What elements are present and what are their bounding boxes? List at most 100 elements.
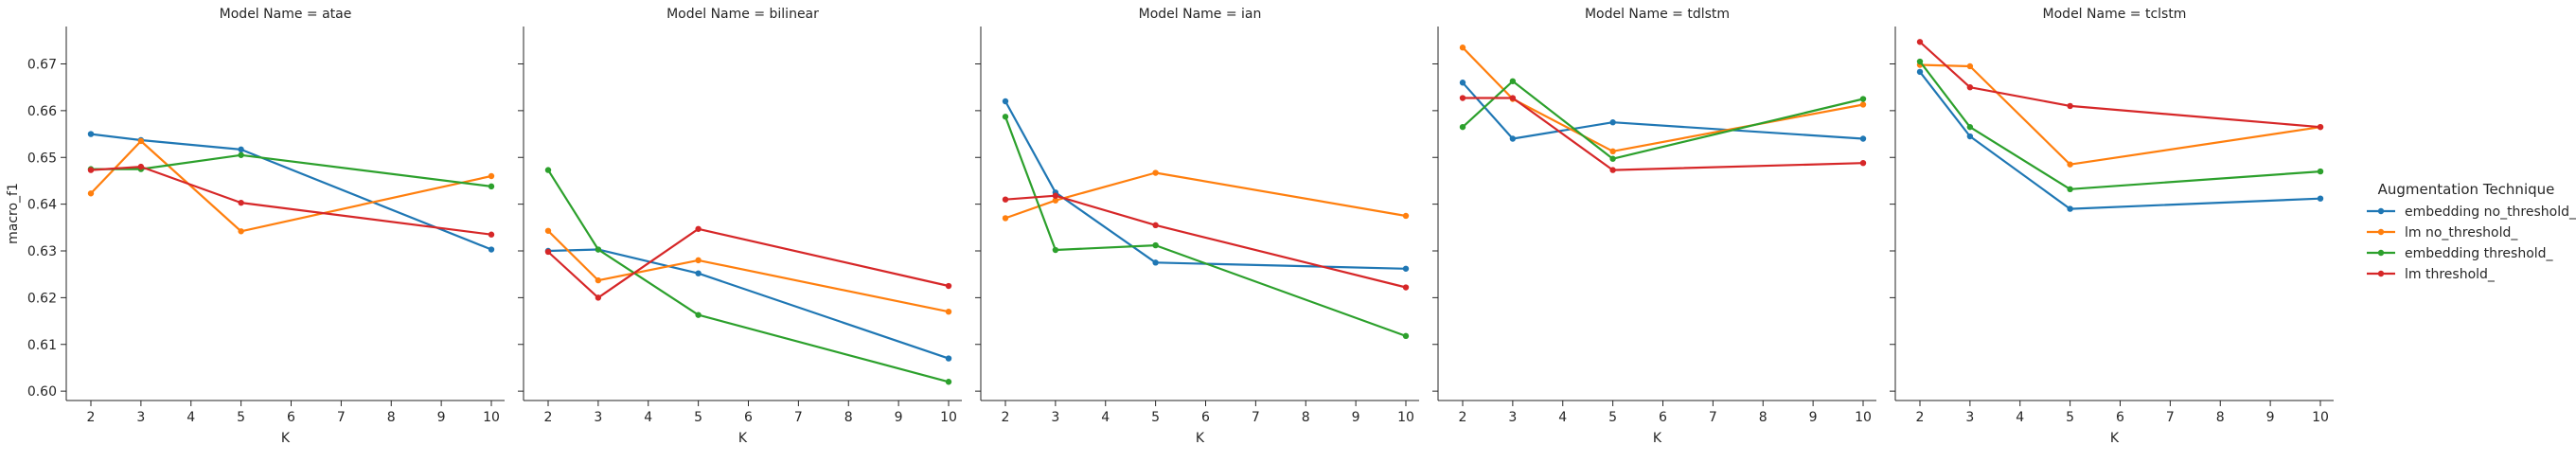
series-line-3 (547, 169, 950, 383)
data-point (1152, 169, 1159, 176)
data-point (1966, 133, 1974, 140)
legend-marker-2 (2377, 228, 2385, 236)
x-tick-label: 5 (2066, 410, 2074, 425)
data-point (2317, 123, 2324, 131)
series-line-2 (1919, 63, 2321, 166)
data-point (1459, 123, 1466, 131)
panel-title-2: Model Name = bilinear (666, 7, 819, 22)
data-point (945, 282, 952, 290)
series-line-4 (1004, 194, 1407, 289)
data-point (137, 137, 145, 145)
data-point (2067, 186, 2073, 193)
x-tick-label: 9 (895, 410, 903, 425)
legend-label-3: embedding threshold_ (2405, 246, 2554, 261)
x-tick-label: 7 (1252, 410, 1260, 425)
data-point (945, 379, 952, 385)
x-axis-label-3: K (1196, 431, 1205, 446)
data-point (87, 131, 95, 137)
data-point (544, 227, 552, 234)
data-point (2067, 161, 2073, 168)
data-point (945, 355, 952, 362)
data-point (1609, 148, 1616, 155)
data-point (1966, 123, 1974, 131)
data-point (1609, 155, 1616, 162)
data-point (1002, 196, 1009, 203)
x-tick-label: 6 (1659, 410, 1667, 425)
data-point (1609, 119, 1616, 126)
legend-marker-4 (2377, 270, 2385, 277)
data-point (1459, 95, 1466, 101)
data-point (1402, 212, 1410, 220)
x-tick-label: 6 (2116, 410, 2124, 425)
x-tick-label: 6 (287, 410, 295, 425)
x-axis-label-4: K (1653, 431, 1662, 446)
x-tick-label: 8 (1302, 410, 1310, 425)
data-point (1052, 246, 1059, 254)
x-tick-label: 6 (1201, 410, 1210, 425)
x-tick-label: 3 (1051, 410, 1059, 425)
data-point (945, 308, 952, 315)
y-tick-label: 0.66 (27, 104, 57, 119)
x-tick-label: 7 (2166, 410, 2175, 425)
x-tick-label: 3 (136, 410, 145, 425)
x-tick-label: 2 (1916, 410, 1925, 425)
data-point (488, 172, 495, 180)
x-tick-label: 10 (483, 410, 500, 425)
data-point (1609, 167, 1616, 173)
x-tick-label: 7 (794, 410, 803, 425)
x-tick-label: 9 (1352, 410, 1360, 425)
x-tick-label: 7 (1709, 410, 1717, 425)
y-tick-label: 0.67 (27, 58, 57, 73)
x-tick-label: 9 (2266, 410, 2275, 425)
data-point (1916, 68, 1924, 76)
legend-marker-3 (2377, 249, 2385, 257)
data-point (544, 167, 552, 173)
y-tick-label: 0.63 (27, 244, 57, 259)
x-tick-label: 4 (1101, 410, 1110, 425)
x-tick-label: 5 (694, 410, 702, 425)
x-tick-label: 10 (940, 410, 957, 425)
panel-title-3: Model Name = ian (1139, 7, 1262, 22)
data-point (1052, 197, 1059, 204)
x-tick-label: 2 (1459, 410, 1467, 425)
y-axis-label: macro_f1 (6, 183, 21, 244)
x-tick-label: 8 (387, 410, 396, 425)
series-line-3 (1462, 80, 1864, 160)
data-point (595, 294, 602, 301)
series-line-1 (1004, 100, 1407, 270)
series-line-1 (547, 248, 950, 360)
data-point (488, 246, 495, 253)
series-line-3 (1919, 61, 2321, 190)
data-point (1859, 101, 1867, 108)
data-point (87, 190, 95, 197)
x-tick-label: 10 (1397, 410, 1414, 425)
data-point (595, 246, 602, 253)
legend-label-2: lm no_threshold_ (2405, 225, 2518, 240)
data-point (137, 163, 145, 170)
data-point (1509, 135, 1517, 142)
data-point (1402, 265, 1410, 272)
data-point (238, 228, 244, 235)
data-point (1916, 58, 1924, 65)
x-tick-label: 9 (1809, 410, 1818, 425)
x-tick-label: 2 (544, 410, 553, 425)
series-line-1 (1919, 71, 2321, 210)
series-line-2 (1004, 171, 1407, 220)
series-line-4 (1919, 41, 2321, 129)
data-point (2317, 168, 2324, 175)
series-line-4 (1463, 97, 1864, 171)
panel-title-4: Model Name = tdlstm (1585, 7, 1730, 22)
data-point (595, 276, 602, 284)
x-tick-label: 2 (87, 410, 96, 425)
data-point (1916, 39, 1924, 45)
x-tick-label: 7 (337, 410, 346, 425)
data-point (2067, 102, 2073, 110)
x-tick-label: 5 (1608, 410, 1617, 425)
data-point (1402, 332, 1410, 340)
y-tick-label: 0.62 (27, 291, 57, 306)
series-line-3 (1004, 116, 1407, 337)
data-point (488, 231, 495, 238)
data-point (1966, 62, 1974, 70)
data-point (695, 225, 702, 232)
